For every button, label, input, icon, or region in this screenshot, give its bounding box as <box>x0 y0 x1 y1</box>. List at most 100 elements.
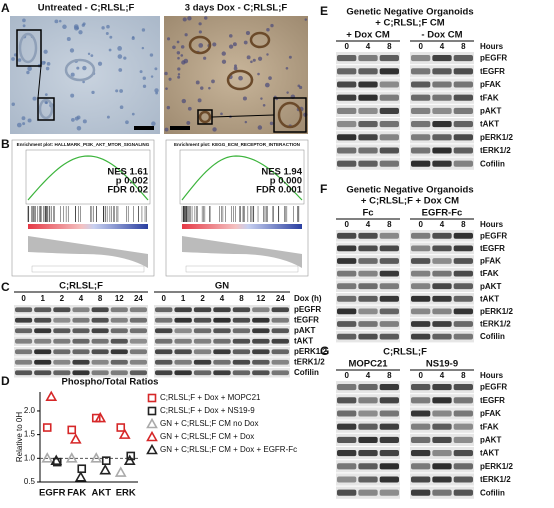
inset-line <box>37 65 42 99</box>
nucleus <box>76 66 80 70</box>
band <box>432 68 452 75</box>
band <box>15 338 33 344</box>
scatter-chart: D Phospho/Total Ratios Relative to 0H 0.5 1.… <box>1 374 297 498</box>
band <box>379 295 399 302</box>
rank-bar <box>28 224 148 229</box>
band <box>15 359 33 365</box>
band <box>337 232 357 239</box>
protein-label: pAKT <box>480 107 501 116</box>
band <box>411 134 431 141</box>
legend-label: C;RLSL;F + Dox + MOPC21 <box>160 393 261 402</box>
nes: NES 1.94 <box>261 167 302 178</box>
band <box>337 410 357 417</box>
band <box>411 245 431 252</box>
hour-label: 8 <box>387 371 392 380</box>
protein-label: Cofilin <box>480 488 505 497</box>
nucleus <box>177 67 181 71</box>
band <box>453 68 473 75</box>
band <box>358 436 378 443</box>
band <box>129 317 147 323</box>
y-tick-label: 2.0 <box>24 406 36 415</box>
protein-label: pAKT <box>294 326 315 335</box>
nucleus <box>211 79 215 84</box>
es-box <box>179 149 305 205</box>
band <box>432 134 452 141</box>
band <box>34 349 52 355</box>
nucleus <box>27 66 32 71</box>
nucleus <box>264 82 270 88</box>
band <box>411 436 431 443</box>
marker <box>147 406 157 416</box>
nucleus <box>168 77 172 81</box>
nucleus <box>91 90 95 95</box>
band <box>453 410 473 417</box>
band <box>411 283 431 290</box>
band <box>174 370 192 376</box>
band <box>411 423 431 430</box>
nucleus <box>286 91 289 94</box>
nucleus <box>229 34 233 38</box>
nucleus <box>26 70 30 75</box>
group-label: - Dox CM <box>421 30 462 41</box>
nucleus <box>22 18 26 23</box>
cells <box>11 16 308 132</box>
gsea-plots: Enrichment plot: HALLMARK_PI3K_AKT_MTOR_… <box>11 139 309 277</box>
band <box>337 283 357 290</box>
panel-title: + C;RLSL;F CM <box>375 18 444 29</box>
lane-label: 24 <box>134 294 143 303</box>
protein-label: pERK1/2 <box>480 133 513 142</box>
nes: NES 1.61 <box>107 167 148 178</box>
nucleus <box>221 51 226 56</box>
nucleus <box>208 86 211 90</box>
band <box>129 370 147 376</box>
panel-letter: B <box>1 137 10 151</box>
legend-swatch <box>147 393 157 403</box>
marker <box>90 452 103 463</box>
band <box>271 370 289 376</box>
hour-label: 4 <box>366 371 371 380</box>
band <box>91 317 109 323</box>
protein-label: tFAK <box>480 422 499 431</box>
nucleus <box>221 59 227 64</box>
band <box>453 245 473 252</box>
band <box>358 295 378 302</box>
nucleus <box>115 89 119 93</box>
lane-label: 4 <box>220 294 225 303</box>
legend-label: GN + C;RLSL;F CM + Dox <box>160 432 254 441</box>
nucleus <box>187 16 192 21</box>
band <box>411 450 431 457</box>
protein-label: tAKT <box>294 337 313 346</box>
hour-label: 8 <box>387 42 392 51</box>
group-label: GN <box>215 281 229 292</box>
band <box>453 384 473 391</box>
nucleus <box>246 55 251 60</box>
band <box>174 307 192 313</box>
band <box>337 397 357 404</box>
band <box>358 384 378 391</box>
nucleus <box>74 116 79 121</box>
group-label: C;RLSL;F <box>59 281 103 292</box>
nucleus <box>109 35 113 39</box>
band <box>337 321 357 327</box>
x-tick-label: ERK <box>116 488 136 499</box>
protein-label: Cofilin <box>294 368 319 377</box>
band <box>337 450 357 457</box>
band <box>337 489 357 496</box>
band <box>252 349 270 355</box>
band <box>453 321 473 327</box>
band <box>453 489 473 496</box>
band <box>432 81 452 88</box>
nucleus <box>304 18 308 21</box>
lane-label: 24 <box>276 294 285 303</box>
plot-header: Enrichment plot: KEGG_ECM_RECEPTOR_INTER… <box>174 142 301 147</box>
nucleus <box>228 44 234 49</box>
band <box>432 333 452 340</box>
band <box>110 359 128 365</box>
band <box>174 338 192 344</box>
nucleus <box>151 121 156 126</box>
band <box>379 476 399 483</box>
band <box>91 328 109 334</box>
nucleus <box>76 125 82 131</box>
band <box>271 338 289 344</box>
marker <box>99 464 112 475</box>
